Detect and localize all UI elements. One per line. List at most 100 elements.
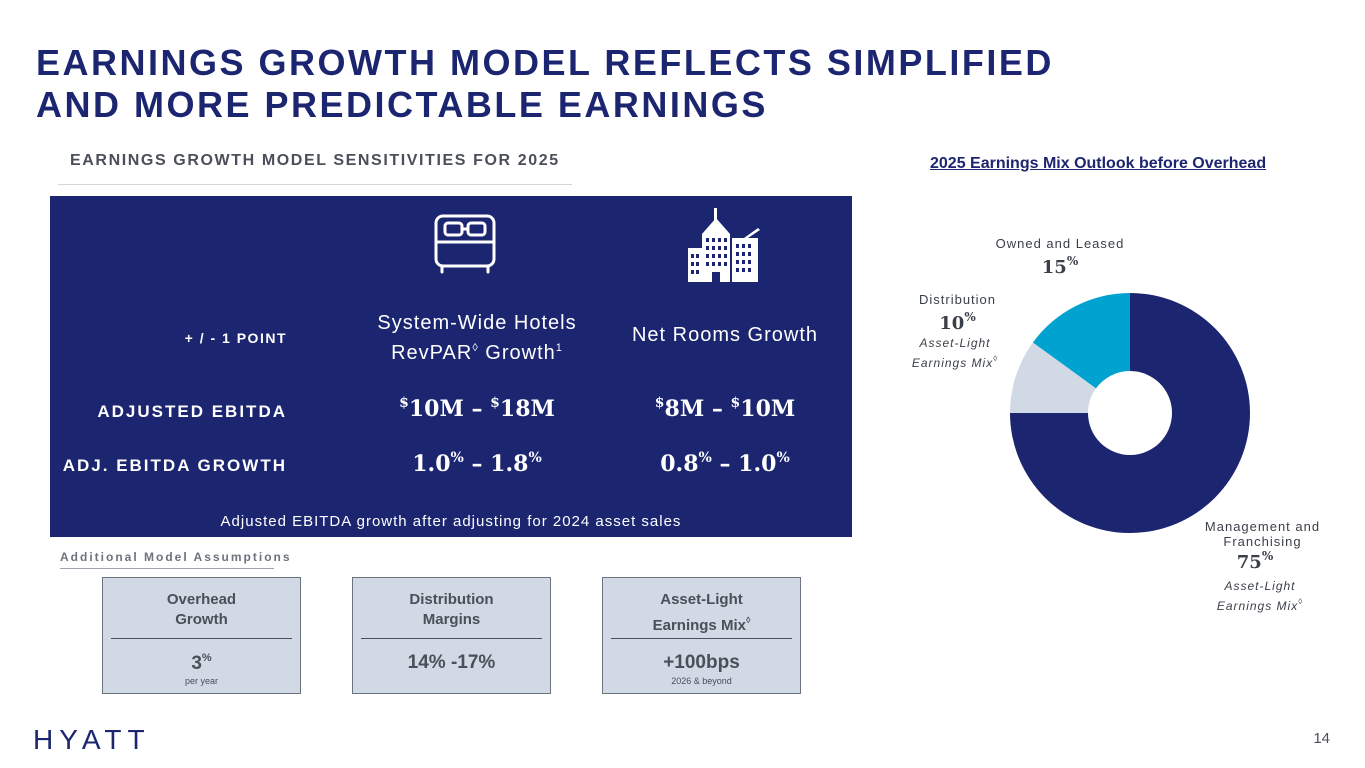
diamond-marker: ◊	[745, 615, 751, 625]
currency-symbol: $	[730, 395, 741, 411]
card-title: Distribution Margins	[353, 590, 550, 630]
range-dash: –	[463, 451, 491, 477]
chart-title: 2025 Earnings Mix Outlook before Overhea…	[930, 155, 1267, 172]
growth-range-net-rooms: 0.8% – 1.0%	[615, 450, 835, 477]
percent-sign: %	[1066, 254, 1079, 268]
card-value-number: 3	[191, 653, 202, 674]
percent-sign: %	[698, 450, 712, 466]
sensitivity-panel: System-Wide Hotels RevPAR◊ Growth1 Net R…	[50, 196, 852, 537]
note-line-1: Asset-Light	[919, 336, 991, 350]
label-line-1: Management and	[1204, 519, 1321, 534]
card-title-line-1: Distribution	[409, 591, 494, 608]
value-high: 1.8	[490, 451, 529, 477]
row-label-ebitda-growth: ADJ. EBITDA GROWTH	[62, 456, 287, 475]
range-dash: –	[463, 396, 491, 422]
card-distribution-margins: Distribution Margins 14% -17%	[352, 577, 551, 694]
row-label-adjusted-ebitda: ADJUSTED EBITDA	[97, 402, 287, 421]
row-header-point: + / - 1 POINT	[184, 330, 287, 346]
card-title-line-2: Growth	[175, 611, 228, 628]
note-text: Earnings Mix	[911, 356, 994, 370]
currency-symbol: $	[490, 395, 500, 411]
footnote-marker: 1	[555, 342, 563, 354]
card-title-line-2: Earnings Mix◊	[603, 610, 800, 636]
additional-assumptions-heading: Additional Model Assumptions	[60, 550, 292, 564]
additional-assumptions-divider	[60, 568, 274, 569]
note-distribution: Asset-Light Earnings Mix◊	[900, 336, 1010, 371]
card-asset-light-mix: Asset-Light Earnings Mix◊ +100bps 2026 & …	[602, 577, 801, 694]
value-high: 18M	[499, 396, 555, 422]
value-low: 10M	[408, 396, 464, 422]
ebitda-range-net-rooms: $8M – $10M	[615, 395, 835, 422]
value-low: 8M	[664, 396, 705, 422]
card-title-line-1: Overhead	[166, 591, 237, 608]
card-title-text: Earnings Mix	[652, 617, 746, 634]
percent-sign: %	[528, 450, 542, 466]
card-title-line-1: Asset-Light	[660, 591, 743, 608]
card-divider	[611, 638, 792, 639]
card-subtext: 2026 & beyond	[671, 676, 732, 686]
title-line-2: AND MORE PREDICTABLE EARNINGS	[36, 84, 768, 125]
slice-value: 75	[1236, 552, 1262, 573]
page-title: EARNINGS GROWTH MODEL REFLECTS SIMPLIFIE…	[36, 42, 1054, 126]
growth-range-revpar: 1.0% – 1.8%	[342, 450, 612, 477]
revpar-column-header: System-Wide Hotels RevPAR◊ Growth1	[342, 311, 612, 366]
card-divider	[361, 638, 542, 639]
hyatt-logo: HYATT	[33, 724, 151, 755]
currency-symbol: $	[399, 395, 409, 411]
percent-sign: %	[776, 450, 790, 466]
diamond-marker: ◊	[993, 354, 999, 363]
building-icon	[688, 208, 760, 282]
note-line-2: Earnings Mix◊	[1200, 594, 1320, 614]
subtitle-divider	[58, 184, 572, 185]
value-high: 1.0	[738, 451, 777, 477]
percent-sign: %	[450, 450, 464, 466]
value-management-and-franchising: 75%	[1195, 549, 1315, 573]
revpar-header-line-1: System-Wide Hotels	[377, 312, 577, 334]
title-line-1: EARNINGS GROWTH MODEL REFLECTS SIMPLIFIE…	[36, 42, 1054, 83]
percent-sign: %	[1261, 549, 1274, 563]
diamond-marker: ◊	[1298, 597, 1304, 606]
value-owned-and-leased: 15%	[995, 254, 1125, 278]
panel-footnote: Adjusted EBITDA growth after adjusting f…	[220, 513, 682, 530]
note-line-2: Earnings Mix◊	[900, 351, 1010, 371]
percent-sign: %	[964, 310, 976, 324]
label-management-and-franchising: Management and Franchising	[1195, 519, 1330, 549]
card-overhead-growth: Overhead Growth 3% per year	[102, 577, 301, 694]
card-value: 3%	[103, 652, 300, 675]
ebitda-range-revpar: $10M – $18M	[342, 395, 612, 422]
diamond-marker: ◊	[472, 342, 479, 354]
card-subtext: per year	[184, 676, 219, 686]
note-management-and-franchising: Asset-Light Earnings Mix◊	[1200, 579, 1320, 614]
earnings-mix-donut-chart	[1010, 293, 1250, 533]
net-rooms-column-header: Net Rooms Growth	[631, 324, 819, 346]
note-text: Earnings Mix	[1216, 599, 1299, 613]
slice-value: 15	[1041, 257, 1067, 278]
label-owned-and-leased: Owned and Leased	[995, 236, 1125, 251]
value-distribution: 10%	[905, 310, 1010, 334]
pie-slice-management-and-franchising	[1010, 293, 1250, 533]
card-title: Overhead Growth	[103, 590, 300, 630]
revpar-header-line-2: RevPAR◊ Growth1	[342, 336, 612, 366]
pie-slice-owned-and-leased	[1032, 293, 1130, 389]
card-title: Asset-Light Earnings Mix◊	[603, 590, 800, 636]
label-distribution: Distribution	[918, 292, 997, 307]
value-low: 0.8	[660, 451, 699, 477]
bed-icon	[434, 214, 496, 274]
note-line-1: Asset-Light	[1224, 579, 1296, 593]
currency-symbol: $	[654, 395, 665, 411]
slice-value: 10	[939, 313, 965, 334]
range-dash: –	[711, 451, 739, 477]
range-dash: –	[704, 396, 731, 422]
card-divider	[111, 638, 292, 639]
value-high: 10M	[740, 396, 796, 422]
pie-slice-distribution	[1010, 342, 1097, 413]
card-value: +100bps	[663, 652, 740, 673]
page-number: 14	[1313, 730, 1330, 747]
section-subtitle: EARNINGS GROWTH MODEL SENSITIVITIES FOR …	[70, 152, 560, 169]
label-line-2: Franchising	[1223, 534, 1302, 549]
revpar-label: RevPAR	[391, 342, 473, 364]
growth-label: Growth	[478, 342, 556, 364]
card-title-line-2: Margins	[422, 611, 481, 628]
value-low: 1.0	[412, 451, 451, 477]
card-value: 14% -17%	[407, 652, 496, 673]
